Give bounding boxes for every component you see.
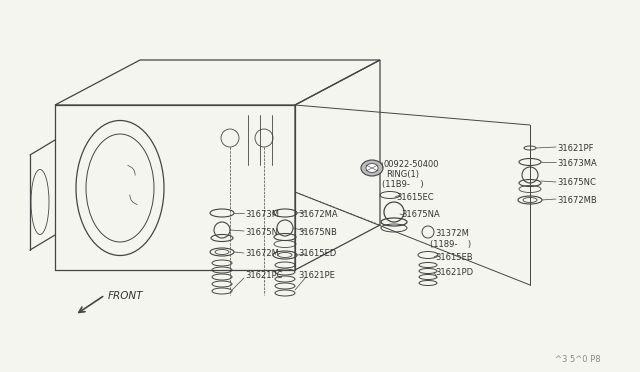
Text: 31672MB: 31672MB [557, 196, 596, 205]
Text: 00922-50400: 00922-50400 [383, 160, 438, 169]
Ellipse shape [366, 164, 378, 173]
Text: ^3 5^0 P8: ^3 5^0 P8 [555, 355, 600, 364]
Text: 31675NA: 31675NA [401, 210, 440, 219]
Text: 31621PC: 31621PC [245, 271, 282, 280]
Text: 31672M: 31672M [245, 249, 279, 258]
Text: FRONT: FRONT [108, 291, 143, 301]
Text: 31672MA: 31672MA [298, 210, 338, 219]
Text: (1189-    ): (1189- ) [430, 240, 471, 249]
Text: 31615EC: 31615EC [396, 193, 434, 202]
Text: 31675N: 31675N [245, 228, 278, 237]
Text: (11B9-    ): (11B9- ) [382, 180, 424, 189]
Text: 31673M: 31673M [245, 210, 279, 219]
Text: 31372M: 31372M [435, 229, 469, 238]
Text: 31615EB: 31615EB [435, 253, 472, 262]
Text: 31621PE: 31621PE [298, 271, 335, 280]
Text: 31675NB: 31675NB [298, 228, 337, 237]
Text: 31621PD: 31621PD [435, 268, 473, 277]
Ellipse shape [361, 160, 383, 176]
Text: 31621PF: 31621PF [557, 144, 593, 153]
Text: 31675NC: 31675NC [557, 178, 596, 187]
Text: 31673MA: 31673MA [557, 159, 596, 168]
Text: 31615ED: 31615ED [298, 249, 336, 258]
Text: RING(1): RING(1) [386, 170, 419, 179]
